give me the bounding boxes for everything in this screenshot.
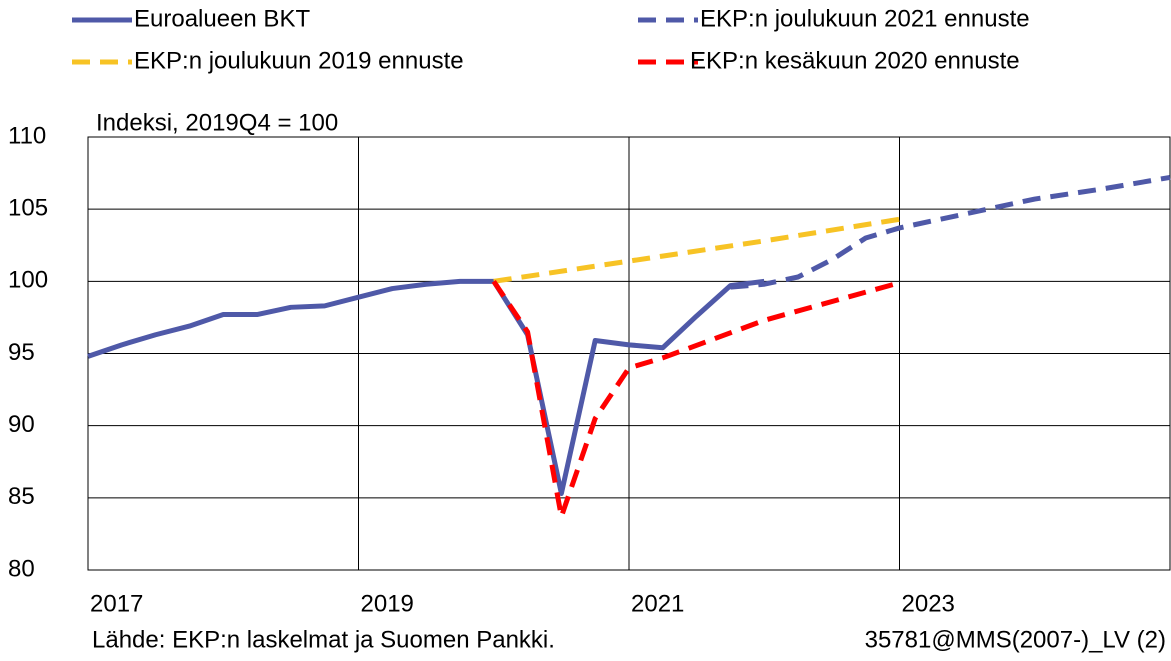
y-tick-label: 95: [8, 339, 35, 366]
source: Lähde: EKP:n laskelmat ja Suomen Pankki.: [92, 626, 555, 653]
y-tick-label: 110: [8, 122, 46, 149]
y-tick-label: 100: [8, 267, 48, 294]
series-line: [491, 279, 901, 520]
legend-label: EKP:n kesäkuun 2020 ennuste: [690, 47, 1020, 74]
x-tick-label: 2021: [631, 590, 684, 617]
legend-label: EKP:n joulukuun 2021 ennuste: [700, 5, 1030, 32]
y-tick-label: 85: [8, 483, 35, 510]
code: 35781@MMS(2007-)_LV (2): [865, 626, 1166, 653]
legend-label: Euroalueen BKT: [134, 5, 310, 32]
annotation: Indeksi, 2019Q4 = 100: [96, 109, 338, 136]
series-line: [493, 216, 900, 284]
x-tick-label: 2023: [902, 590, 955, 617]
series-line: [730, 174, 1171, 290]
y-tick-label: 105: [8, 195, 48, 222]
x-tick-label: 2019: [361, 590, 414, 617]
x-tick-label: 2017: [90, 590, 143, 617]
y-tick-label: 90: [8, 411, 35, 438]
y-tick-label: 80: [8, 555, 35, 582]
legend-label: EKP:n joulukuun 2019 ennuste: [134, 47, 464, 74]
series-line: [87, 278, 765, 497]
